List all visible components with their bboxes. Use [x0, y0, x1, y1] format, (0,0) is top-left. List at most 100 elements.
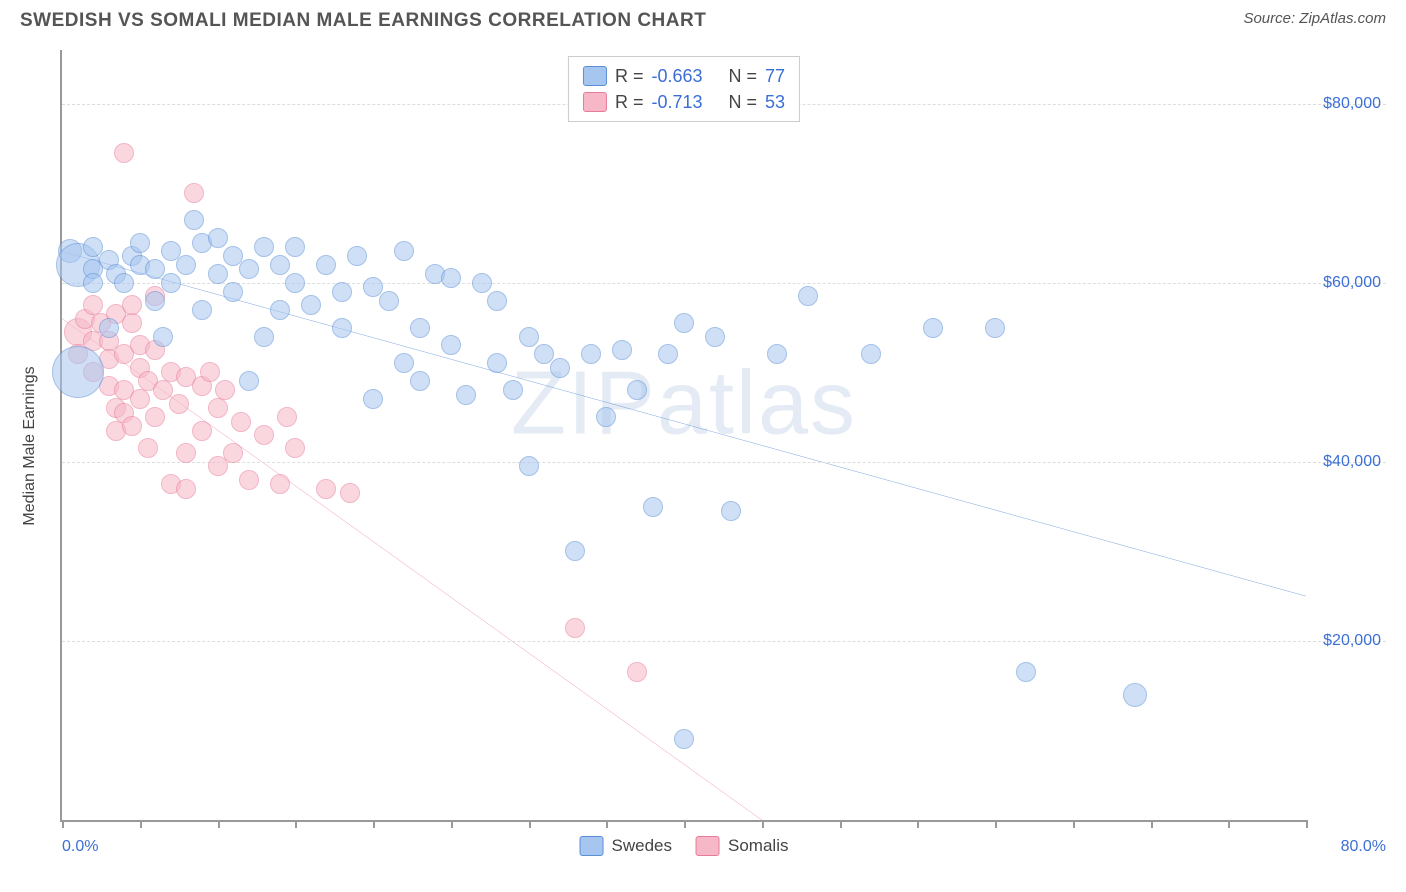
- somalis-point: [176, 443, 196, 463]
- somalis-point: [627, 662, 647, 682]
- swedes-point: [347, 246, 367, 266]
- somalis-point: [122, 295, 142, 315]
- somalis-point: [208, 398, 228, 418]
- swedes-point: [550, 358, 570, 378]
- swedes-point: [153, 327, 173, 347]
- y-tick-label: $80,000: [1323, 95, 1381, 113]
- gridline: [62, 283, 1386, 284]
- swedes-point: [285, 237, 305, 257]
- swedes-swatch-icon: [583, 66, 607, 86]
- swedes-point: [145, 291, 165, 311]
- x-tick: [1151, 820, 1153, 828]
- somalis-point: [215, 380, 235, 400]
- x-tick: [373, 820, 375, 828]
- swedes-point: [254, 327, 274, 347]
- swedes-point: [487, 291, 507, 311]
- plot-region: ZIPatlas R = -0.663 N = 77 R = -0.713 N …: [60, 50, 1306, 822]
- somalis-point: [231, 412, 251, 432]
- swedes-point: [52, 346, 104, 398]
- x-tick: [995, 820, 997, 828]
- swedes-point: [627, 380, 647, 400]
- x-tick: [762, 820, 764, 828]
- swedes-point: [83, 273, 103, 293]
- gridline: [62, 462, 1386, 463]
- somalis-point: [277, 407, 297, 427]
- x-tick: [295, 820, 297, 828]
- x-tick: [1073, 820, 1075, 828]
- swedes-point: [192, 300, 212, 320]
- somalis-point: [565, 618, 585, 638]
- x-tick: [1228, 820, 1230, 828]
- swedes-point: [721, 501, 741, 521]
- swedes-point: [1123, 683, 1147, 707]
- swedes-point: [596, 407, 616, 427]
- swedes-point: [99, 318, 119, 338]
- x-axis-max: 80.0%: [1341, 838, 1386, 856]
- swedes-point: [270, 300, 290, 320]
- swedes-point: [114, 273, 134, 293]
- swedes-point: [270, 255, 290, 275]
- swedes-point: [441, 268, 461, 288]
- somalis-point: [316, 479, 336, 499]
- swedes-point: [184, 210, 204, 230]
- somalis-point: [145, 407, 165, 427]
- swedes-point: [441, 335, 461, 355]
- swedes-point: [705, 327, 725, 347]
- swedes-point: [503, 380, 523, 400]
- somalis-point: [192, 421, 212, 441]
- x-tick: [218, 820, 220, 828]
- swedes-point: [208, 228, 228, 248]
- y-tick-label: $20,000: [1323, 632, 1381, 650]
- swedes-point: [176, 255, 196, 275]
- swedes-point: [394, 353, 414, 373]
- swedes-point: [612, 340, 632, 360]
- somalis-point: [130, 389, 150, 409]
- swedes-point: [1016, 662, 1036, 682]
- swedes-point: [130, 233, 150, 253]
- swedes-point: [923, 318, 943, 338]
- swedes-point: [985, 318, 1005, 338]
- x-tick: [606, 820, 608, 828]
- y-axis-label: Median Male Earnings: [21, 366, 39, 525]
- swedes-label: Swedes: [612, 836, 672, 856]
- swedes-point: [316, 255, 336, 275]
- somalis-point: [114, 143, 134, 163]
- somalis-point: [122, 313, 142, 333]
- swedes-point: [456, 385, 476, 405]
- somalis-point: [200, 362, 220, 382]
- swedes-point: [285, 273, 305, 293]
- somalis-point: [223, 443, 243, 463]
- x-tick: [451, 820, 453, 828]
- swedes-point: [410, 318, 430, 338]
- chart-area: Median Male Earnings ZIPatlas R = -0.663…: [50, 50, 1386, 842]
- swedes-point: [239, 371, 259, 391]
- x-tick: [62, 820, 64, 828]
- swedes-point: [519, 456, 539, 476]
- series-legend: Swedes Somalis: [580, 836, 789, 856]
- y-tick-label: $60,000: [1323, 274, 1381, 292]
- y-tick-label: $40,000: [1323, 453, 1381, 471]
- somalis-swatch-icon: [696, 836, 720, 856]
- somalis-point: [239, 470, 259, 490]
- swedes-point: [643, 497, 663, 517]
- swedes-point: [394, 241, 414, 261]
- swedes-swatch-icon: [580, 836, 604, 856]
- somalis-label: Somalis: [728, 836, 788, 856]
- swedes-point: [581, 344, 601, 364]
- swedes-point: [410, 371, 430, 391]
- swedes-point: [363, 389, 383, 409]
- swedes-point: [223, 282, 243, 302]
- swedes-point: [767, 344, 787, 364]
- swedes-point: [332, 282, 352, 302]
- x-tick: [1306, 820, 1308, 828]
- swedes-point: [798, 286, 818, 306]
- gridline: [62, 641, 1386, 642]
- swedes-point: [472, 273, 492, 293]
- somalis-swatch-icon: [583, 92, 607, 112]
- swedes-point: [674, 729, 694, 749]
- correlation-legend: R = -0.663 N = 77 R = -0.713 N = 53: [568, 56, 800, 122]
- somalis-point: [340, 483, 360, 503]
- swedes-point: [208, 264, 228, 284]
- somalis-point: [169, 394, 189, 414]
- swedes-point: [239, 259, 259, 279]
